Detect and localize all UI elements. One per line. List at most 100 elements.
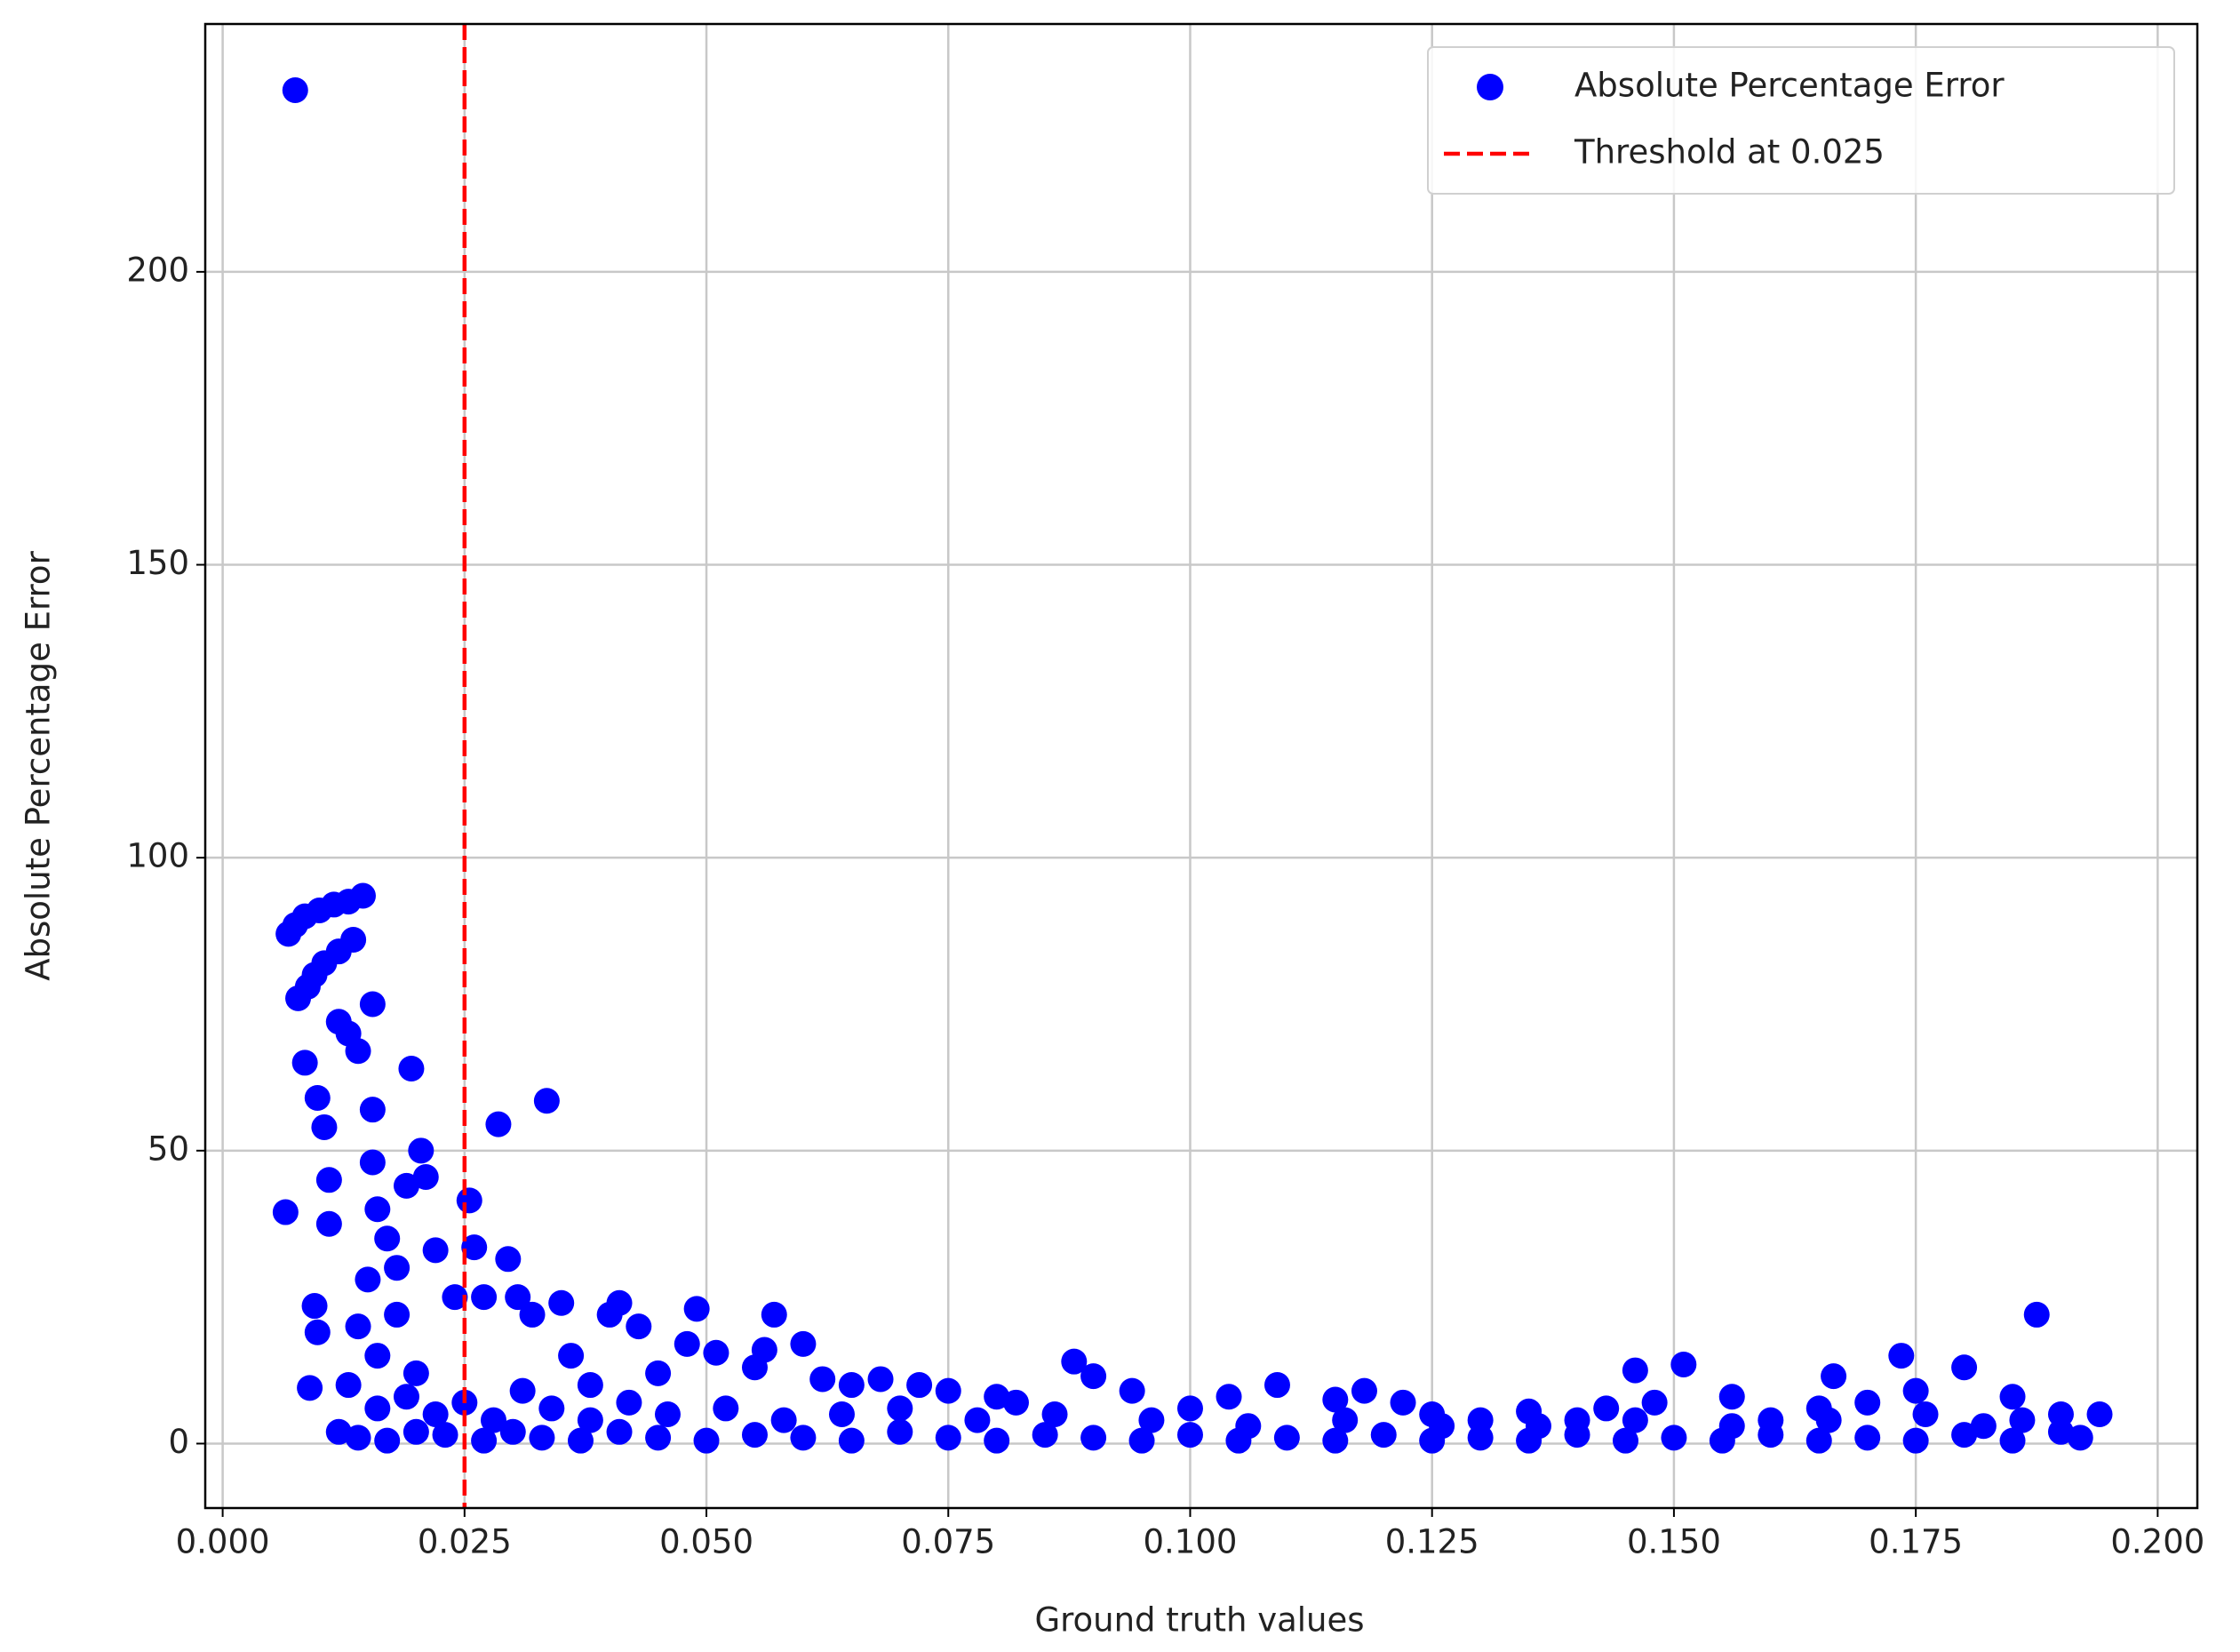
scatter-point [335,1372,362,1399]
scatter-point [790,1330,817,1357]
scatter-point [315,1167,342,1193]
scatter-point [1216,1384,1242,1410]
scatter-point [906,1372,933,1399]
scatter-point [393,1172,419,1199]
scatter-point [1080,1425,1107,1451]
scatter-point [1080,1363,1107,1390]
scatter-point [1718,1384,1745,1410]
scatter-point [577,1407,603,1433]
scatter-point [364,1196,391,1223]
scatter-point [2023,1301,2050,1328]
scatter-point [471,1284,498,1311]
scatter-point [1128,1427,1155,1454]
scatter-point [558,1343,585,1369]
scatter-point [683,1296,710,1322]
scatter-point [1429,1413,1455,1440]
scatter-point [1806,1427,1832,1454]
scatter-point [1912,1401,1939,1428]
scatter-point [345,1313,371,1340]
scatter-point [1564,1422,1590,1448]
scatter-point [432,1422,458,1448]
scatter-point [533,1088,560,1114]
scatter-point [1622,1357,1648,1384]
scatter-point [1176,1395,1203,1422]
scatter-point [345,1038,371,1065]
scatter-point [606,1289,633,1316]
scatter-point [887,1395,913,1422]
scatter-point [471,1427,498,1454]
scatter-point [703,1339,729,1366]
scatter-point [384,1255,411,1281]
y-tick-label: 150 [126,544,189,582]
x-tick-label: 0.025 [418,1523,512,1561]
scatter-point [548,1289,575,1316]
scatter-point [567,1427,594,1454]
scatter-point [1525,1413,1551,1440]
scatter-point [291,1049,318,1076]
scatter-point [838,1372,865,1399]
scatter-point [301,1293,328,1320]
scatter-point [403,1360,429,1386]
scatter-point [412,1163,439,1190]
x-tick-label: 0.000 [176,1523,270,1561]
scatter-point [461,1234,488,1261]
scatter-point [359,1097,386,1123]
scatter-point [1119,1377,1145,1404]
scatter-point [505,1284,531,1311]
scatter-point [349,882,376,909]
scatter-point [398,1056,425,1082]
scatter-point [1970,1413,1997,1440]
scatter-point [1273,1425,1300,1451]
scatter-point [297,1375,323,1401]
scatter-point [315,1210,342,1237]
scatter-point [1951,1354,1978,1381]
scatter-point [509,1377,536,1404]
scatter-point [282,77,308,104]
scatter-point [674,1330,700,1357]
scatter-point [1622,1407,1648,1433]
scatter-point [364,1395,391,1422]
scatter-point [519,1301,546,1328]
scatter-point [1061,1348,1088,1375]
scatter-point [1612,1427,1638,1454]
scatter-point [1902,1377,1929,1404]
scatter-point [1041,1401,1068,1428]
legend-box [1427,46,2175,195]
scatter-point [1176,1422,1203,1448]
scatter-point [1821,1363,1847,1390]
scatter-point [1758,1422,1784,1448]
scatter-point [499,1418,526,1445]
scatter-point [1390,1389,1416,1416]
scatter-point [1854,1389,1881,1416]
scatter-point [1641,1389,1668,1416]
scatter-point [1902,1427,1929,1454]
scatter-point [770,1407,797,1433]
x-tick-label: 0.075 [901,1523,995,1561]
scatter-point [1351,1377,1377,1404]
scatter-point [693,1427,720,1454]
scatter-point [964,1407,991,1433]
scatter-point [984,1427,1010,1454]
scatter-point [1332,1407,1359,1433]
scatter-point [1999,1384,2026,1410]
scatter-point [1815,1407,1842,1433]
scatter-point [345,1425,371,1451]
scatter-point [867,1366,894,1393]
x-tick-label: 0.200 [2110,1523,2204,1561]
scatter-point [422,1237,449,1264]
scatter-point [935,1377,961,1404]
scatter-point [359,991,386,1018]
y-tick-label: 100 [126,837,189,875]
scatter-point [529,1425,555,1451]
y-tick-label: 200 [126,251,189,289]
scatter-point [1002,1389,1029,1416]
x-tick-label: 0.125 [1385,1523,1479,1561]
scatter-point [374,1225,401,1252]
scatter-point [1951,1422,1978,1448]
scatter-point [654,1401,681,1428]
scatter-point [1661,1425,1687,1451]
scatter-point [887,1418,913,1445]
scatter-point [713,1395,739,1422]
scatter-point [374,1427,401,1454]
